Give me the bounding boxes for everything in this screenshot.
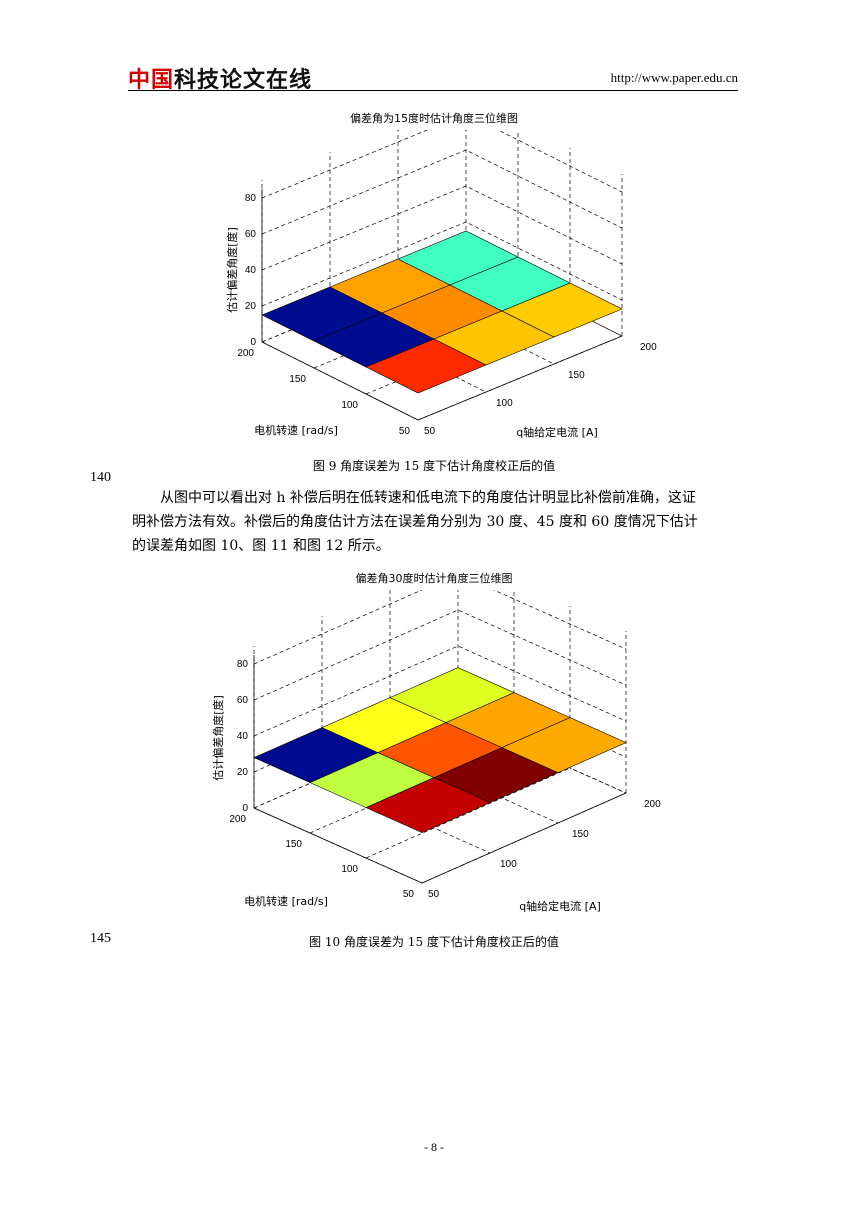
line-number-140: 140 (90, 470, 111, 485)
paragraph-line-3: 的误差角如图 10、图 11 和图 12 所示。 (132, 538, 390, 554)
y-tick-label: 100 (500, 859, 517, 870)
z-tick-label: 60 (245, 229, 257, 240)
z-tick-label: 80 (245, 193, 257, 204)
x-axis-label: 电机转速 [rad/s] (254, 423, 338, 437)
page-number: - 8 - (424, 1140, 444, 1154)
y-axis-label: q轴给定电流 [A] (516, 425, 598, 439)
surface-cell (501, 282, 623, 338)
x-axis (253, 807, 423, 884)
x-axis (261, 341, 419, 421)
figure10-caption: 图 10 角度误差为 15 度下估计角度校正后的值 (309, 935, 559, 949)
grid-line (261, 149, 623, 235)
z-axis-label: 估计偏差角度[度] (225, 227, 239, 313)
z-tick-label: 80 (237, 659, 249, 670)
surface-cell (501, 717, 627, 773)
x-tick-label: 200 (229, 814, 246, 825)
x-tick-label: 150 (289, 374, 306, 385)
x-tick-label: 200 (237, 348, 254, 359)
paragraph-line-1-text: 从图中可以看出对 h 补偿后明在低转速和低电流下的角度估计明显比补偿前准确，这证 (160, 490, 696, 506)
line-number-145: 145 (90, 931, 111, 946)
y-axis (421, 792, 627, 884)
y-axis (417, 335, 623, 421)
y-tick-label: 200 (640, 342, 657, 353)
y-tick-label: 200 (644, 799, 661, 810)
logo-red-text: 中国 (128, 68, 175, 93)
x-tick-label: 100 (341, 864, 358, 875)
page-header: 中国科技论文在线 http://www.paper.edu.cn (128, 60, 738, 94)
x-tick-label: 50 (403, 889, 415, 900)
z-tick-label: 60 (237, 695, 249, 706)
z-tick-label: 0 (242, 803, 248, 814)
figure9-caption: 图 9 角度误差为 15 度下估计角度校正后的值 (312, 459, 556, 473)
z-tick-label: 40 (237, 731, 249, 742)
paragraph-line-2: 明补偿方法有效。补偿后的角度估计方法在误差角分别为 30 度、45 度和 60 … (132, 514, 698, 530)
y-tick-label: 50 (424, 426, 436, 437)
y-tick-label: 50 (428, 889, 440, 900)
y-axis-label: q轴给定电流 [A] (519, 899, 601, 913)
x-axis-label: 电机转速 [rad/s] (244, 894, 328, 908)
z-tick-label: 40 (245, 265, 257, 276)
figure10-title: 偏差角30度时估计角度三位维图 (355, 572, 513, 585)
logo: 中国科技论文在线 (128, 62, 312, 94)
logo-black-text: 科技论文在线 (174, 68, 313, 93)
z-tick-label: 0 (250, 337, 256, 348)
z-axis-label: 估计偏差角度[度] (211, 695, 225, 781)
figure9-plot: 0 20 40 60 80 200 150 100 50 50 100 150 200 估计偏差角度[度]… (225, 130, 657, 439)
x-tick-label: 100 (341, 400, 358, 411)
paragraph-line-1: 从图中可以看出对 h 补偿后明在低转速和低电流下的角度估计明显比补偿前准确，这证 (132, 486, 737, 510)
y-tick-label: 100 (496, 398, 513, 409)
figure10-plot: 0 20 40 60 80 200 150 100 50 50 100 150 200 估计偏差角度[度]… (211, 590, 661, 913)
y-tick-label: 150 (572, 829, 589, 840)
x-tick-label: 50 (399, 426, 411, 437)
header-url: http://www.paper.edu.cn (610, 70, 738, 85)
y-tick-label: 150 (568, 370, 585, 381)
body-paragraph: 从图中可以看出对 h 补偿后明在低转速和低电流下的角度估计明显比补偿前准确，这证… (132, 486, 737, 558)
z-tick-label: 20 (237, 767, 249, 778)
figure9-title: 偏差角为15度时估计角度三位维图 (350, 112, 518, 125)
z-tick-label: 20 (245, 301, 257, 312)
x-tick-label: 150 (285, 839, 302, 850)
floor-grid-line (365, 767, 571, 859)
grid-line (261, 130, 623, 199)
